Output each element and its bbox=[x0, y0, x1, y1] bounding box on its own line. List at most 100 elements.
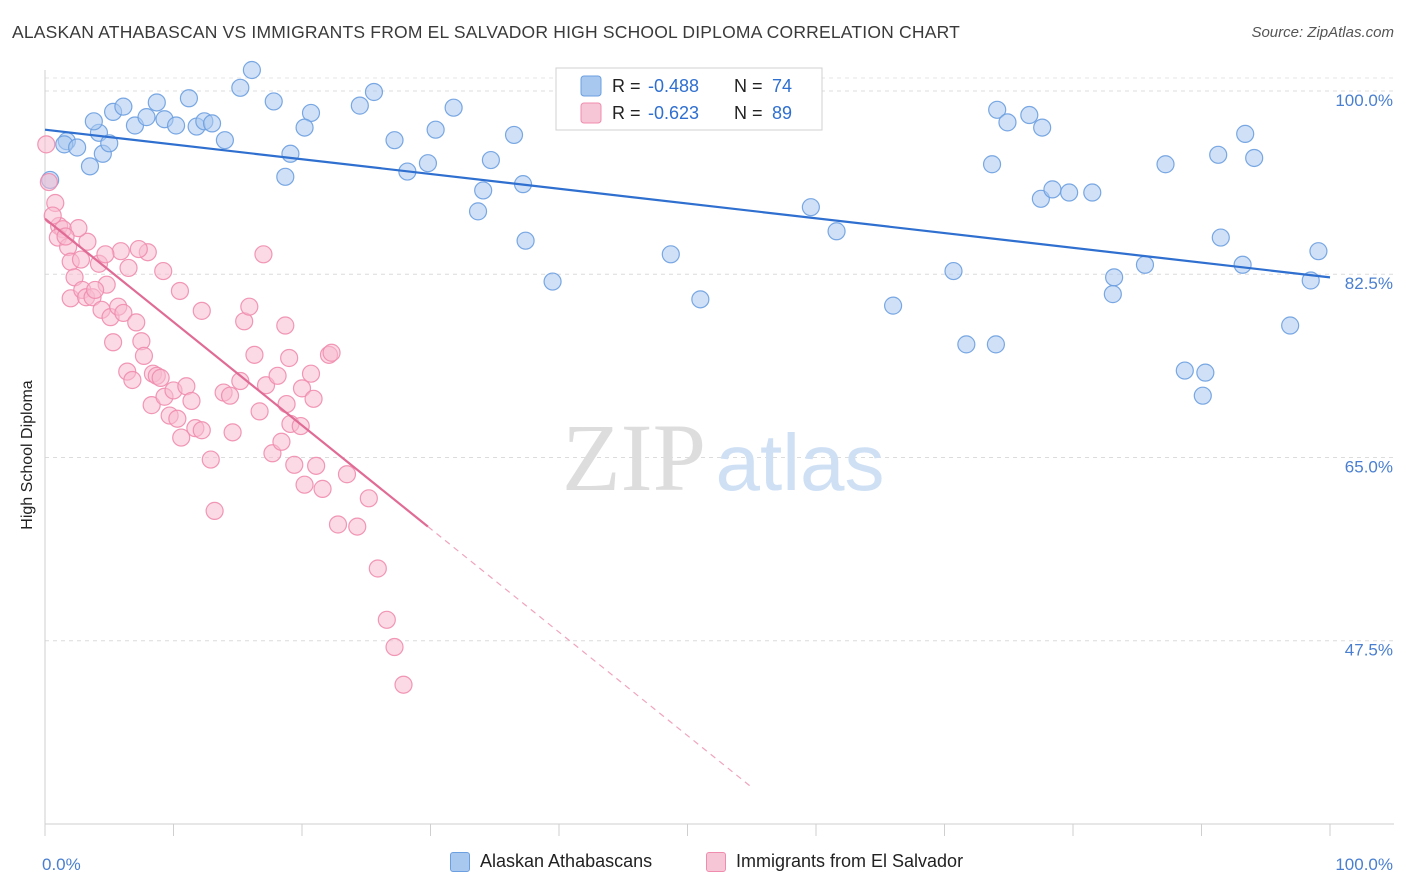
point-athabascan bbox=[468, 202, 488, 221]
point-athabascan bbox=[1043, 180, 1062, 199]
point-salvador bbox=[254, 245, 273, 264]
legend-top: R = -0.488 N = 74 R = -0.623 N = 89 bbox=[555, 67, 823, 131]
point-athabascan bbox=[276, 167, 295, 186]
point-salvador bbox=[205, 501, 224, 520]
point-athabascan bbox=[281, 144, 300, 163]
point-athabascan bbox=[114, 97, 133, 116]
point-athabascan bbox=[231, 78, 250, 97]
y-tick-label: 47.5% bbox=[1345, 641, 1393, 660]
point-salvador bbox=[71, 250, 91, 269]
bottom-legend-label-salvador: Immigrants from El Salvador bbox=[736, 851, 964, 871]
legend-n-value-1: 74 bbox=[772, 76, 792, 96]
point-athabascan bbox=[827, 222, 846, 241]
point-salvador bbox=[114, 303, 133, 323]
point-athabascan bbox=[1156, 155, 1175, 174]
point-athabascan bbox=[1281, 316, 1300, 335]
point-salvador bbox=[280, 348, 299, 368]
point-salvador bbox=[368, 559, 387, 578]
trend-line-salvador bbox=[44, 217, 429, 528]
point-athabascan bbox=[179, 89, 199, 108]
y-tick-label: 65.0% bbox=[1345, 457, 1393, 476]
point-salvador bbox=[272, 432, 291, 451]
point-salvador bbox=[295, 475, 314, 494]
point-salvador bbox=[245, 345, 264, 364]
point-athabascan bbox=[1020, 105, 1039, 125]
y-tick-label: 82.5% bbox=[1345, 274, 1393, 293]
watermark: ZIP atlas bbox=[562, 404, 884, 511]
point-athabascan bbox=[474, 181, 493, 200]
point-salvador bbox=[394, 675, 413, 694]
point-athabascan bbox=[1060, 183, 1079, 202]
point-athabascan bbox=[137, 108, 156, 127]
point-salvador bbox=[142, 396, 161, 415]
point-salvador bbox=[192, 301, 211, 320]
point-salvador bbox=[172, 428, 191, 447]
data-points bbox=[37, 60, 1328, 694]
bottom-legend-label-athabascan: Alaskan Athabascans bbox=[480, 851, 653, 871]
point-athabascan bbox=[691, 290, 710, 309]
x-tick-label-max: 100.0% bbox=[1335, 855, 1393, 874]
point-salvador bbox=[129, 239, 148, 259]
tick-labels: 100.0% 82.5% 65.0% 47.5% 0.0% 100.0% bbox=[42, 91, 1393, 874]
point-salvador bbox=[276, 316, 295, 335]
point-athabascan bbox=[986, 335, 1006, 354]
legend-swatch-salvador bbox=[580, 102, 602, 124]
point-athabascan bbox=[264, 92, 283, 111]
point-athabascan bbox=[147, 93, 166, 112]
point-salvador bbox=[96, 245, 115, 264]
trend-line-athabascan bbox=[44, 128, 1331, 279]
point-salvador bbox=[104, 333, 123, 352]
point-athabascan bbox=[426, 120, 445, 139]
point-athabascan bbox=[481, 150, 500, 170]
point-athabascan bbox=[516, 231, 535, 250]
point-salvador bbox=[307, 456, 326, 475]
point-athabascan bbox=[1196, 363, 1215, 382]
trend-lines bbox=[44, 128, 1331, 788]
point-salvador bbox=[277, 394, 296, 414]
bottom-legend-salvador: Immigrants from El Salvador bbox=[706, 851, 963, 872]
point-athabascan bbox=[944, 261, 963, 281]
watermark-atlas: atlas bbox=[716, 418, 885, 507]
point-athabascan bbox=[295, 118, 314, 137]
point-athabascan bbox=[242, 60, 261, 80]
point-athabascan bbox=[215, 131, 234, 150]
point-athabascan bbox=[1209, 145, 1228, 164]
bottom-legend-athabascan: Alaskan Athabascans bbox=[450, 851, 652, 872]
point-salvador bbox=[39, 172, 58, 192]
point-salvador bbox=[134, 346, 154, 365]
legend-n-value-2: 89 bbox=[772, 103, 792, 123]
point-salvador bbox=[201, 450, 220, 469]
point-salvador bbox=[192, 421, 211, 440]
point-athabascan bbox=[957, 335, 976, 354]
point-athabascan bbox=[1083, 183, 1102, 202]
point-salvador bbox=[322, 343, 341, 362]
y-tick-label: 100.0% bbox=[1335, 91, 1393, 110]
point-athabascan bbox=[801, 198, 820, 217]
point-salvador bbox=[313, 479, 332, 498]
point-athabascan bbox=[1193, 386, 1212, 405]
point-salvador bbox=[385, 637, 404, 657]
watermark-zip: ZIP bbox=[562, 404, 706, 511]
legend-r-label-2: R = bbox=[612, 103, 641, 123]
point-salvador bbox=[285, 455, 304, 474]
point-salvador bbox=[240, 297, 259, 316]
point-salvador bbox=[292, 379, 312, 398]
point-athabascan bbox=[418, 154, 438, 173]
legend-r-value-1: -0.488 bbox=[648, 76, 699, 96]
legend-swatch-athabascan bbox=[580, 75, 602, 97]
point-athabascan bbox=[350, 96, 369, 115]
point-salvador bbox=[301, 364, 321, 383]
bottom-legend-swatch-athabascan bbox=[450, 851, 470, 872]
point-salvador bbox=[151, 368, 170, 387]
point-salvador bbox=[328, 515, 348, 534]
point-athabascan bbox=[100, 134, 119, 153]
x-tick-label-min: 0.0% bbox=[42, 855, 81, 874]
point-salvador bbox=[304, 389, 323, 408]
point-salvador bbox=[250, 402, 269, 421]
point-salvador bbox=[231, 371, 250, 391]
point-athabascan bbox=[166, 116, 186, 135]
point-salvador bbox=[220, 386, 240, 405]
point-athabascan bbox=[998, 113, 1017, 132]
point-salvador bbox=[170, 281, 190, 301]
